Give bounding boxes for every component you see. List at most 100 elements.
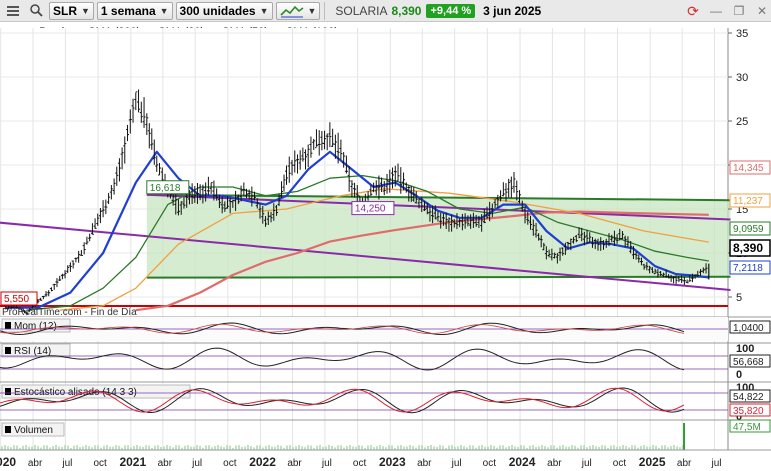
channel-line-1 [146,275,731,279]
y-tick-label: 30 [736,72,748,84]
annotations: 16,618 14,250 5,550 [0,180,395,306]
last-price: 8,390 [391,3,422,18]
x-axis: 2020 abr jul oct 2021 abr jul oct 2022 abr jul oct 2… [0,455,722,469]
change-badge: +9,44 % [426,3,476,18]
indicator-panels: ProRealTime.com - Fin de Día Mom (12) 1,04… [0,307,771,451]
rsi-value-box [729,354,771,368]
close-icon[interactable]: ✕ [756,4,768,18]
x-tick-label: 2022 [249,455,276,469]
price-label-box [729,221,771,236]
line-chart-icon [279,5,303,17]
sma100-line [59,188,709,311]
x-tick-label: jul [581,458,592,469]
stoch-k-value-box [729,389,771,403]
toolbar-divider [324,1,326,20]
units-selector[interactable]: 300 unidades ▼ [175,1,273,20]
ticker-name: SOLARIA [335,3,388,18]
x-tick-label: abr [677,458,692,469]
volume-swatch [5,426,11,433]
symbol-selector[interactable]: SLR ▼ [49,1,94,20]
x-tick-label: 2025 [639,455,666,469]
mom-swatch [5,322,11,329]
price-label-box [729,239,771,257]
volume-value: 47,5M [733,422,761,433]
restore-icon[interactable]: ❐ [733,4,745,18]
price-label: 8,390 [733,241,763,255]
y-tick-label: 35 [736,28,748,40]
x-tick-label: jul [710,458,721,469]
annotation-label: 16,618 [150,183,181,194]
x-tick-label: abr [287,458,302,469]
toolbar: SLR ▼ 1 semana ▼ 300 unidades ▼ ▼ SOLARIA 8… [0,0,771,22]
rsi-label-box [1,343,71,358]
refresh-icon[interactable]: ⟳ [687,2,699,19]
y-tick-label: 5 [736,292,742,304]
x-tick-label: oct [483,458,497,469]
stoch-d-value: 35,820 [733,406,764,417]
annotation-label: 14,250 [355,204,386,215]
annotation-box [351,201,395,216]
x-tick-label: jul [321,458,332,469]
price-label-box [729,193,771,208]
minimize-icon[interactable]: — [710,4,722,18]
x-tick-label: abr [417,458,432,469]
stoch-d-line [0,387,685,413]
stoch-k-line [0,387,685,414]
chevron-down-icon: ▼ [307,5,317,16]
price-label: 7,2118 [733,263,763,274]
rsi-tick-100: 100 [736,343,754,355]
x-tick-label: abr [28,458,43,469]
x-tick-label: jul [61,458,72,469]
x-tick-label: 2021 [119,455,146,469]
stoch-tick-0: 0 [736,411,742,423]
x-tick-label: abr [158,458,173,469]
y-axis: 353025201510514,34511,2379,09598,3907,21… [728,28,771,304]
volume-label-box [1,422,65,437]
price-label: 9,0959 [733,224,764,235]
chart-style-selector[interactable]: ▼ [275,1,321,20]
mom-label: Mom (12) [14,321,57,332]
channel-line-2 [146,193,731,221]
series [4,89,710,316]
rsi-label: RSI (14) [14,346,51,357]
x-tick-label: oct [613,458,627,469]
timeframe-label: 1 semana [100,3,156,18]
x-tick-label: 2023 [379,455,406,469]
stoch-swatch [5,388,11,395]
rsi-line [0,347,685,371]
x-tick-label: jul [191,458,202,469]
x-tick-label: 2020 [0,455,16,469]
x-tick-label: abr [547,458,562,469]
mom-value-box [729,320,771,334]
mom-value: 1,0400 [733,323,764,334]
x-tick-label: oct [353,458,367,469]
price-label: 14,345 [733,163,764,174]
stoch-label: Estocástico alisado (14 3 3) [14,387,137,398]
stoch-d-value-box [729,403,771,417]
rsi-swatch [5,347,11,354]
menu-icon[interactable] [3,2,23,20]
search-icon[interactable] [26,2,46,20]
y-tick-label: 25 [736,116,748,128]
annotation-label: 5,550 [4,294,29,305]
volume-value-box [729,419,771,433]
annotation-box [146,180,190,195]
x-tick-label: 2024 [509,455,536,469]
sma200-line [135,210,709,312]
chevron-down-icon: ▼ [259,5,269,16]
price-label: 11,237 [733,196,763,207]
chevron-down-icon: ▼ [81,5,90,16]
rsi-value: 56,668 [733,357,764,368]
timeframe-selector[interactable]: 1 semana ▼ [96,1,173,20]
volume-label: Volumen [14,425,53,436]
x-tick-label: jul [451,458,462,469]
stoch-k-value: 54,822 [733,392,764,403]
price-label-box [729,160,771,175]
mom-signal-line [0,323,685,335]
annotation-box [0,291,38,306]
rsi-tick-0: 0 [736,369,742,381]
price-label-box [729,260,771,275]
channel-line-3 [0,221,731,291]
quote-date: 3 jun 2025 [483,3,542,18]
